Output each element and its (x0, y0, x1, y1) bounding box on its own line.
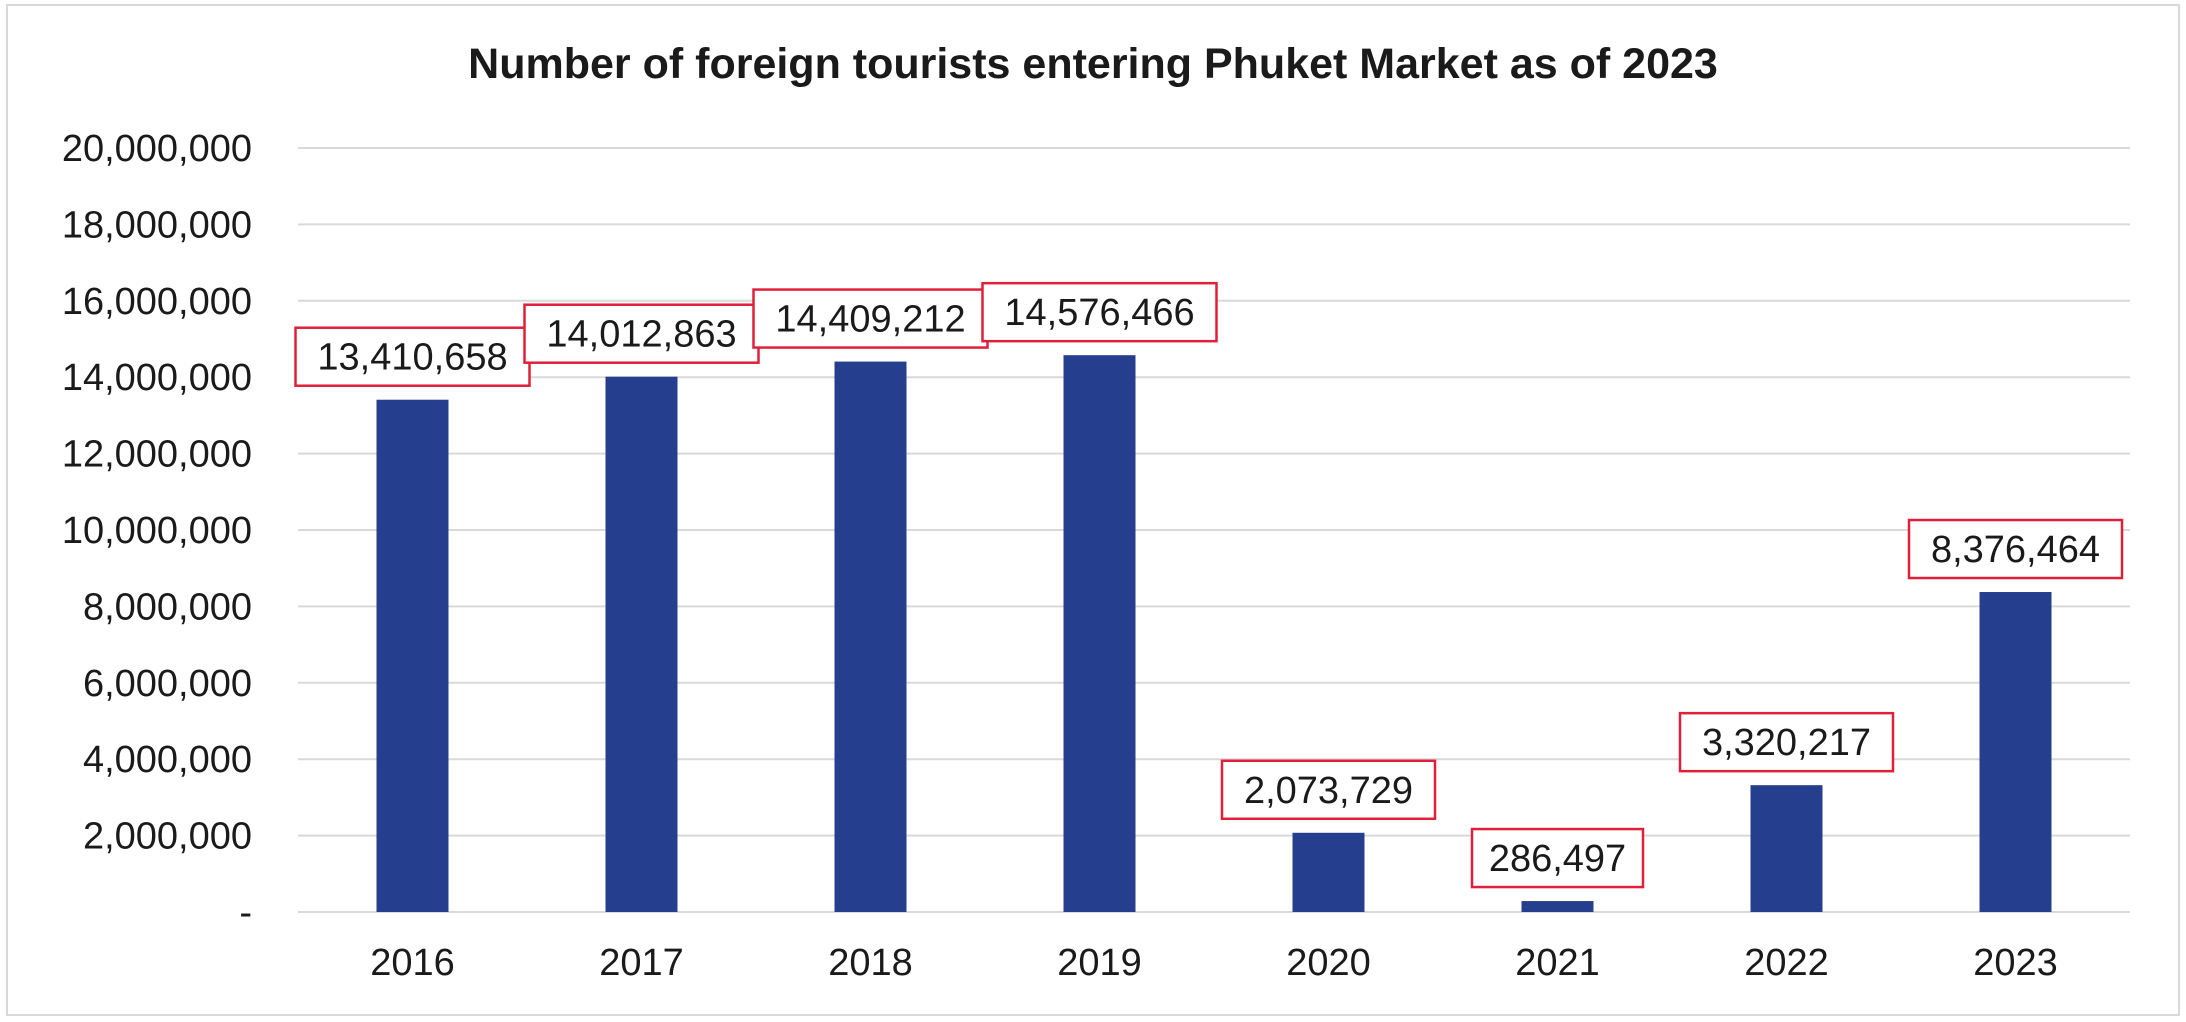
y-tick-label: 4,000,000 (83, 739, 252, 781)
data-label: 286,497 (1489, 838, 1626, 880)
x-tick-label: 2022 (1744, 942, 1829, 984)
data-label: 8,376,464 (1931, 529, 2100, 571)
data-label-box (1907, 518, 2124, 580)
y-tick-label: 20,000,000 (62, 128, 252, 170)
data-label: 14,576,466 (1004, 292, 1194, 334)
y-tick-label: 8,000,000 (83, 586, 252, 628)
bar (1063, 355, 1136, 913)
data-label: 13,410,658 (317, 337, 507, 379)
y-tick-label: 14,000,000 (62, 357, 252, 399)
data-label-box (1220, 759, 1437, 821)
data-label-box (1470, 827, 1645, 889)
y-tick-label: 10,000,000 (62, 510, 252, 552)
chart-title: Number of foreign tourists entering Phuk… (468, 40, 1718, 88)
bar (1292, 832, 1365, 912)
bar (1521, 901, 1594, 912)
x-tick-label: 2021 (1515, 942, 1600, 984)
bar (376, 399, 449, 912)
data-label: 2,073,729 (1244, 770, 1413, 812)
bar (605, 376, 678, 912)
bar (1750, 785, 1823, 912)
y-tick-label: 6,000,000 (83, 663, 252, 705)
bar (834, 361, 907, 912)
data-label-box (1678, 711, 1895, 773)
y-tick-label: 16,000,000 (62, 281, 252, 323)
data-label: 14,409,212 (775, 299, 965, 341)
data-label: 14,012,863 (546, 314, 736, 356)
y-tick-label: 2,000,000 (83, 816, 252, 858)
y-tick-label: 12,000,000 (62, 434, 252, 476)
bar (1979, 592, 2052, 912)
x-tick-label: 2018 (828, 942, 913, 984)
y-tick-label: 18,000,000 (62, 204, 252, 246)
x-tick-label: 2023 (1973, 942, 2058, 984)
data-label: 3,320,217 (1702, 722, 1871, 764)
x-tick-label: 2016 (370, 942, 455, 984)
x-tick-label: 2019 (1057, 942, 1142, 984)
y-tick-label: - (239, 892, 252, 934)
x-tick-label: 2020 (1286, 942, 1371, 984)
data-label-box (981, 281, 1218, 343)
x-tick-label: 2017 (599, 942, 684, 984)
